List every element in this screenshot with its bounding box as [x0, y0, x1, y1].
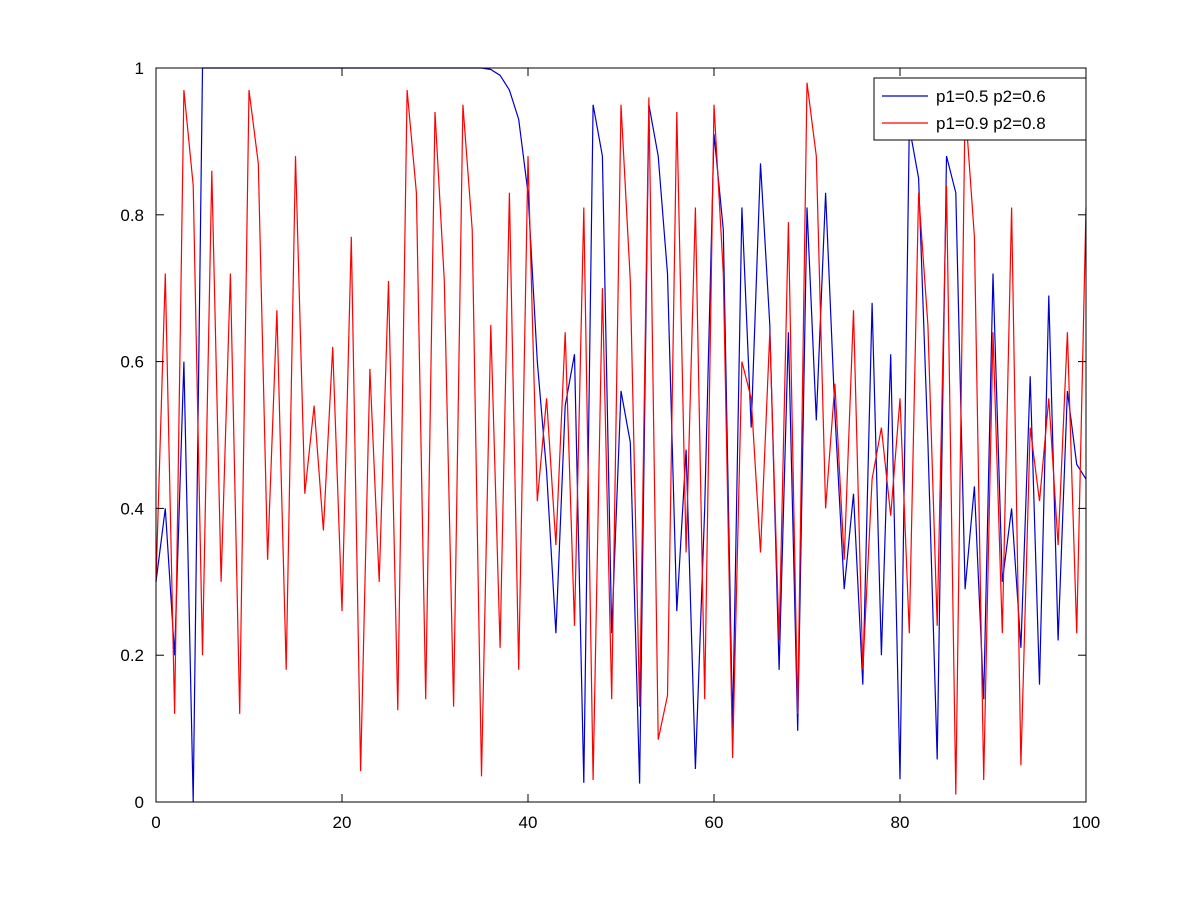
y-tick-label: 0 — [135, 793, 144, 812]
plot-frame — [155, 67, 1087, 803]
y-tick-label: 0.4 — [120, 499, 144, 518]
legend-label-1: p1=0.5 p2=0.6 — [936, 87, 1046, 106]
tick-layer: 0 20 40 60 80 100 0 0.2 0.4 0.6 0.8 1 — [120, 59, 1100, 832]
legend: p1=0.5 p2=0.6 p1=0.9 p2=0.8 — [873, 77, 1087, 141]
y-tick-label: 0.6 — [120, 353, 144, 372]
x-tick-label: 60 — [705, 813, 724, 832]
y-tick-label: 0.2 — [120, 646, 144, 665]
legend-box — [873, 77, 1087, 141]
x-tick-label: 100 — [1072, 813, 1100, 832]
x-tick-label: 80 — [891, 813, 910, 832]
x-tick-label: 40 — [519, 813, 538, 832]
series-line-2 — [155, 82, 1087, 795]
x-tick-label: 20 — [333, 813, 352, 832]
y-tick-label: 1 — [135, 59, 144, 78]
legend-label-2: p1=0.9 p2=0.8 — [936, 114, 1046, 133]
y-tick-label: 0.8 — [120, 206, 144, 225]
x-tick-label: 0 — [151, 813, 160, 832]
